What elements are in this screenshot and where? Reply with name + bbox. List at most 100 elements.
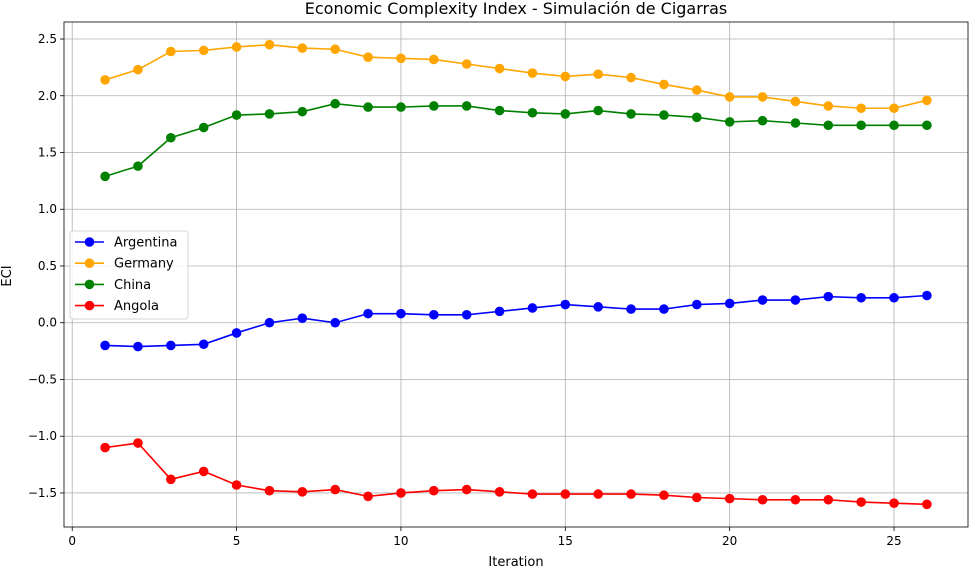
data-point-china [461,101,472,111]
data-point-germany [724,92,735,102]
series-germany [100,39,932,114]
data-point-germany [100,75,110,85]
data-point-angola [494,487,505,497]
legend-box [69,230,189,320]
series-line-argentina [105,294,927,348]
y-tick-label: −1.5 [28,486,57,500]
data-point-china [100,171,110,182]
data-point-china [231,110,242,120]
x-tick-label: 25 [886,534,901,548]
data-point-angola [297,487,308,497]
data-point-angola [823,494,834,505]
y-tick-label: 2.5 [38,32,57,46]
data-point-angola [396,488,406,498]
data-point-china [363,102,373,112]
data-point-argentina [593,302,603,312]
data-point-germany [626,72,636,83]
x-axis-label: Iteration [488,555,543,570]
data-point-angola [889,498,899,508]
grid [64,22,968,527]
x-tick-label: 5 [233,534,241,548]
data-point-china [264,109,275,119]
data-point-argentina [560,299,571,310]
data-point-argentina [429,309,439,320]
data-point-china [593,105,603,116]
data-point-germany [166,46,176,57]
y-tick-label: 0.0 [38,316,57,330]
data-point-china [396,102,406,112]
data-point-angola [330,484,341,495]
data-point-angola [264,485,275,496]
data-point-china [856,120,866,131]
data-point-germany [429,54,439,65]
data-point-argentina [264,317,275,328]
data-point-angola [100,442,110,453]
data-point-angola [790,494,801,505]
data-point-argentina [790,295,801,305]
legend-marker-china [84,279,95,290]
data-point-germany [593,69,603,80]
data-point-china [626,109,636,119]
data-point-germany [790,96,801,107]
data-point-china [429,101,439,111]
legend-label-argentina: Argentina [114,236,177,251]
data-point-argentina [856,292,866,303]
data-point-angola [724,493,735,504]
data-point-germany [330,44,341,55]
data-point-argentina [133,341,143,352]
data-point-argentina [724,298,735,309]
data-point-argentina [659,304,669,314]
data-point-china [823,120,834,131]
y-tick-label: 1.5 [38,146,57,160]
x-tick-label: 0 [68,534,76,548]
x-tick-label: 15 [558,534,573,548]
data-point-argentina [922,290,932,301]
data-point-argentina [330,317,341,328]
data-point-china [724,117,735,127]
data-point-germany [396,53,406,64]
data-point-argentina [692,299,702,310]
data-point-germany [856,103,866,114]
data-point-china [692,112,702,123]
data-point-germany [133,64,143,75]
data-point-china [659,110,669,120]
data-point-angola [527,489,538,499]
data-point-argentina [198,339,209,350]
data-point-argentina [527,303,538,313]
data-point-china [330,98,341,109]
data-point-germany [297,43,308,53]
legend-marker-germany [84,258,95,269]
data-point-angola [626,489,636,499]
data-point-argentina [231,328,242,338]
series-line-angola [104,442,927,506]
series-line-china [104,102,927,178]
data-point-germany [494,63,505,74]
y-tick-label: 0.5 [38,259,57,273]
chart-title: Economic Complexity Index - Simulación d… [305,0,728,18]
data-point-argentina [297,313,308,323]
data-point-china [757,115,768,126]
legend-label-china: China [114,278,151,293]
legend-label-angola: Angola [114,299,159,314]
y-tick-label: 1.0 [38,202,57,216]
data-point-angola [692,492,702,503]
data-point-argentina [461,309,472,320]
data-point-china [560,109,571,119]
data-point-germany [757,92,768,102]
data-point-argentina [757,295,768,305]
data-point-angola [198,466,209,477]
data-point-china [133,161,143,171]
data-point-china [198,122,209,133]
x-axis-ticks: 0 5 10 15 20 25 [68,527,902,548]
data-point-angola [429,485,439,496]
legend-label-germany: Germany [114,257,174,272]
data-point-argentina [626,304,636,314]
data-point-china [922,120,932,131]
data-point-angola [922,499,932,510]
data-point-germany [823,101,834,111]
data-point-germany [264,39,275,50]
data-point-germany [889,103,899,114]
y-axis-label: ECI [0,265,15,286]
data-point-angola [231,480,242,490]
